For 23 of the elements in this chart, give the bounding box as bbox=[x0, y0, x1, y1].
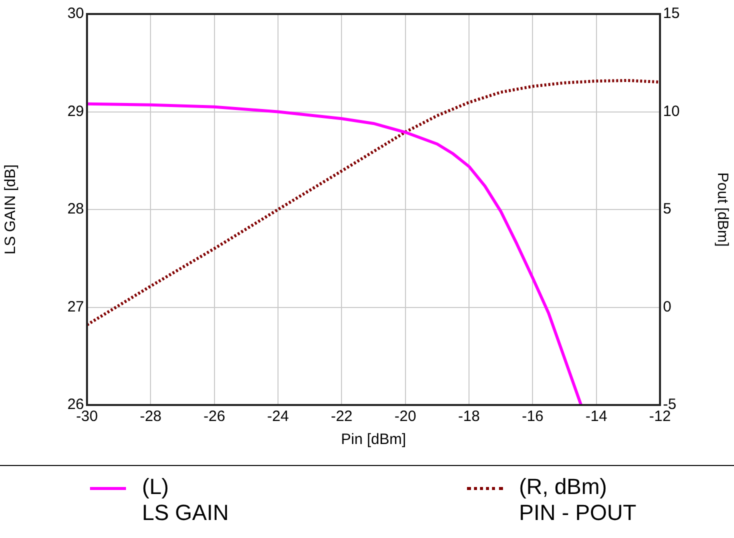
y-axis-title: LS GAIN [dB] bbox=[2, 164, 20, 255]
x-tick-label: -22 bbox=[330, 408, 353, 426]
legend-label: (L) LS GAIN bbox=[142, 474, 229, 526]
x-tick-label: -30 bbox=[76, 408, 98, 426]
x-tick-label: -18 bbox=[458, 408, 480, 426]
y-tick-label: 28 bbox=[67, 200, 84, 218]
y-tick-label: 27 bbox=[67, 298, 84, 316]
x-tick-label: -28 bbox=[140, 408, 162, 426]
y-tick-label: 29 bbox=[67, 102, 84, 120]
x-tick-label: -14 bbox=[585, 408, 608, 426]
y-tick-label: 30 bbox=[67, 5, 84, 22]
y2-tick-label: 5 bbox=[663, 200, 672, 218]
x-axis-title: Pin [dBm] bbox=[340, 431, 406, 448]
y2-tick-label: 0 bbox=[663, 298, 672, 316]
y2-tick-label: 15 bbox=[663, 5, 680, 22]
line-series bbox=[87, 78, 660, 326]
x-tick-label: -16 bbox=[522, 408, 544, 426]
x-tick-label: -24 bbox=[267, 408, 289, 426]
y2-tick-label: 10 bbox=[663, 102, 680, 120]
x-tick-label: -26 bbox=[203, 408, 226, 426]
x-tick-label: -20 bbox=[394, 408, 416, 426]
legend-label: (R, dBm) PIN - POUT bbox=[519, 474, 636, 526]
y2-axis-title: Pout [dBm] bbox=[714, 172, 731, 247]
